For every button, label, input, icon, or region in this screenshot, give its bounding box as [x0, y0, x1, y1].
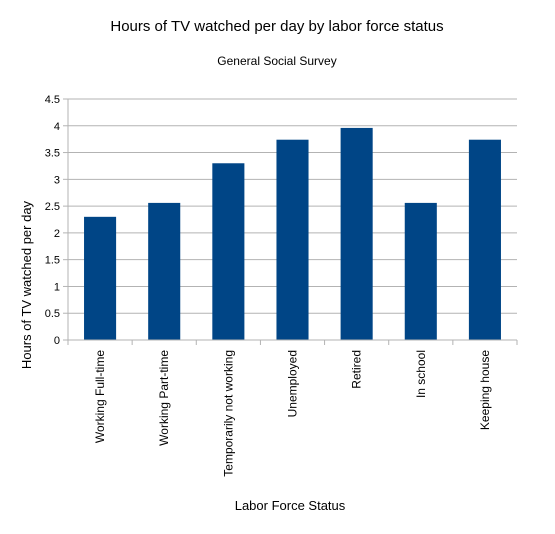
x-tick-label: Keeping house	[478, 350, 492, 430]
y-tick-labels: 0 0.5 1 1.5 2 2.5 3 3.5 4 4.5	[45, 94, 60, 347]
bar	[404, 202, 437, 340]
y-tick-label: 2	[54, 228, 60, 240]
x-axis-title: Labor Force Status	[235, 498, 346, 513]
y-tick-label: 3	[54, 174, 60, 186]
y-tick-label: 4	[54, 121, 60, 133]
y-tick-label: 1	[54, 281, 60, 293]
y-tick-label: 3.5	[45, 148, 60, 160]
bar	[340, 127, 373, 340]
bar	[84, 216, 117, 340]
bar	[212, 163, 245, 340]
y-tick-label: 4.5	[45, 94, 60, 106]
y-axis-title: Hours of TV watched per day	[19, 200, 34, 369]
x-tick-label: Unemployed	[286, 350, 300, 417]
y-tick-label: 2.5	[45, 201, 60, 213]
x-tick-label: In school	[414, 350, 428, 398]
y-tick-label: 0.5	[45, 308, 60, 320]
x-tick-labels: Working Full-time Working Part-time Tempor…	[93, 350, 492, 477]
x-tick-label: Retired	[350, 350, 364, 389]
bar	[148, 202, 181, 340]
bars	[84, 127, 501, 340]
x-tick-label: Temporarily not working	[221, 350, 235, 477]
y-tick-label: 0	[54, 335, 60, 347]
y-tick-label: 1.5	[45, 255, 60, 267]
bar	[468, 139, 501, 340]
x-tick-label: Working Part-time	[157, 350, 171, 446]
x-tick-label: Working Full-time	[93, 350, 107, 443]
chart-subtitle: General Social Survey	[217, 54, 336, 68]
chart-title: Hours of TV watched per day by labor for…	[110, 18, 443, 35]
axes	[67, 99, 518, 345]
bar	[276, 139, 309, 340]
